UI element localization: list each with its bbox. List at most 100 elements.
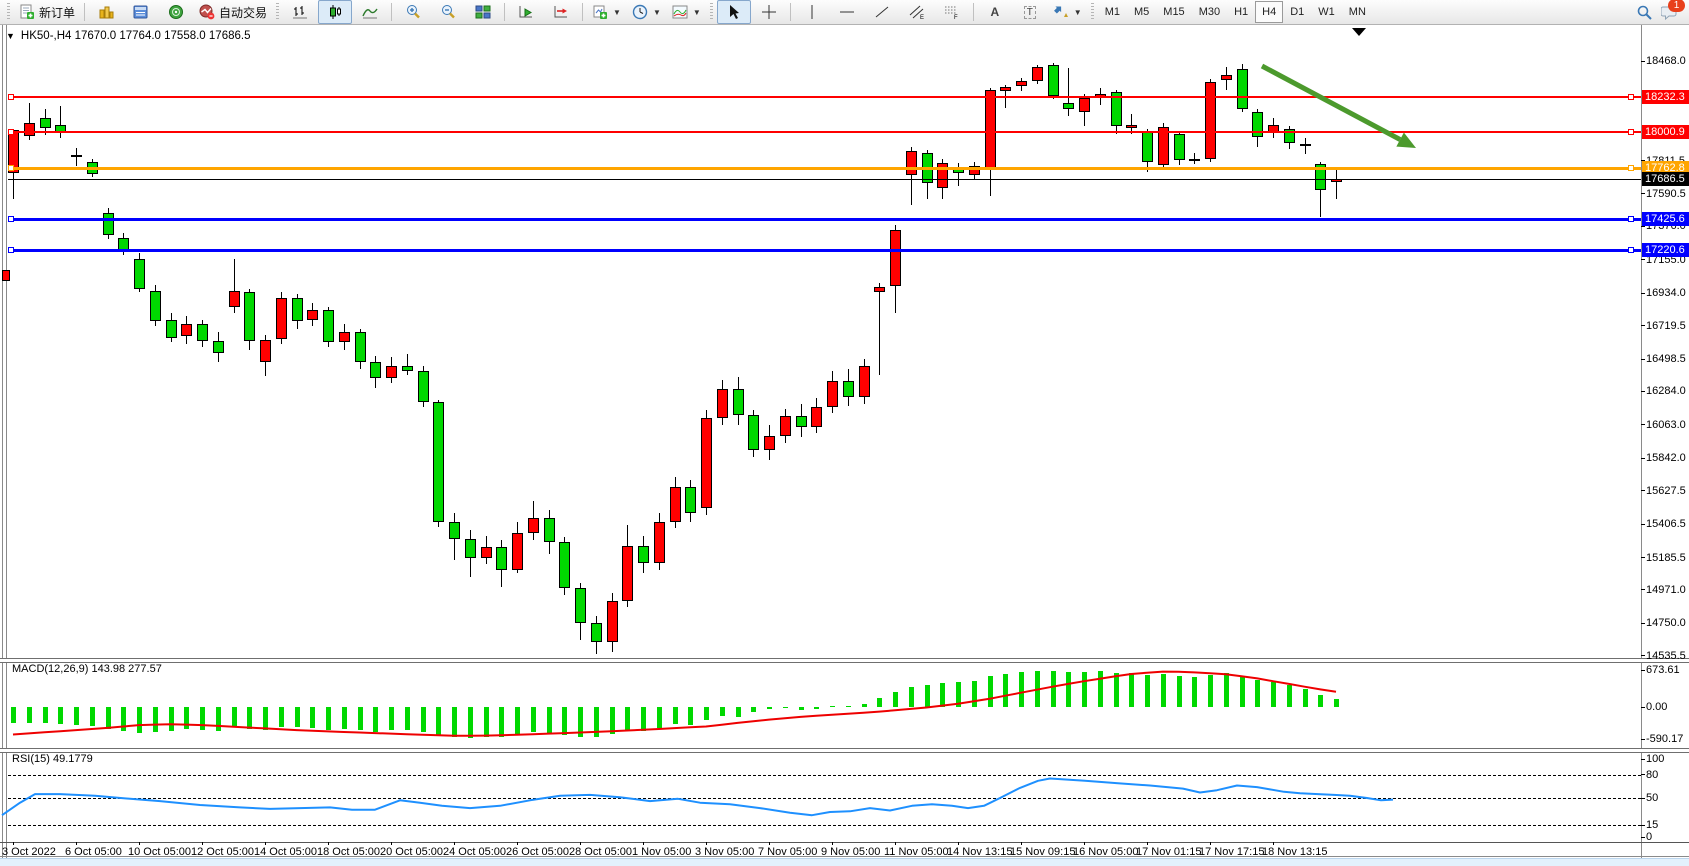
- new-chart-button[interactable]: ▼: [587, 0, 626, 24]
- timeframe-d1[interactable]: D1: [1290, 6, 1305, 18]
- candle-body: [417, 370, 429, 402]
- level-line[interactable]: [8, 167, 1641, 170]
- text-label-tool-button[interactable]: T: [1013, 0, 1047, 24]
- candle-body: [1142, 132, 1153, 162]
- timeframe-h1[interactable]: H1: [1234, 6, 1249, 18]
- price-tick-label: 15406.5: [1646, 518, 1686, 531]
- chart-shift-button[interactable]: [544, 0, 578, 24]
- clipped-candle: [2, 270, 10, 281]
- candle-body: [1079, 98, 1090, 112]
- trend-arrow-head[interactable]: [1396, 132, 1416, 148]
- level-line-anchor[interactable]: [1628, 94, 1634, 100]
- candle-body: [433, 401, 445, 523]
- price-tick: [1641, 325, 1645, 327]
- autotrading-button[interactable]: 自动交易: [194, 0, 272, 24]
- vertical-line-tool-button[interactable]: [795, 0, 829, 24]
- level-line-anchor[interactable]: [1628, 247, 1634, 253]
- clock-icon: [632, 4, 648, 20]
- time-tick: [454, 842, 455, 845]
- level-line-anchor[interactable]: [8, 216, 14, 222]
- candle-body: [244, 292, 256, 341]
- notifications-icon[interactable]: 1: [1661, 0, 1685, 21]
- time-tick: [1084, 842, 1085, 845]
- macd-histogram-bar: [1003, 674, 1009, 707]
- candle-body: [1031, 67, 1043, 82]
- rsi-pane-separator[interactable]: [0, 748, 1689, 753]
- macd-tick: [1641, 706, 1645, 708]
- timeframe-m5[interactable]: M5: [1134, 6, 1150, 18]
- time-tick-label: 28 Oct 05:00: [569, 846, 632, 858]
- candle-body: [370, 361, 382, 379]
- level-line-anchor[interactable]: [1628, 216, 1634, 222]
- time-tick-label: 24 Oct 05:00: [443, 846, 506, 858]
- auto-scroll-button[interactable]: [509, 0, 543, 24]
- tile-windows-button[interactable]: [466, 0, 500, 24]
- candle-body: [1157, 126, 1169, 166]
- navigator-button[interactable]: [159, 0, 193, 24]
- timeframe-m30[interactable]: M30: [1198, 6, 1221, 18]
- candle-body: [71, 155, 82, 158]
- time-tick: [139, 842, 140, 845]
- horizontal-line-tool-button[interactable]: [830, 0, 864, 24]
- level-line-anchor[interactable]: [8, 129, 14, 135]
- candle-body: [842, 381, 854, 397]
- zoom-out-button[interactable]: [431, 0, 465, 24]
- toolbar-grip[interactable]: [7, 3, 10, 21]
- price-tick-label: 14750.0: [1646, 617, 1686, 630]
- level-line-anchor[interactable]: [8, 94, 14, 100]
- macd-histogram-bar: [168, 707, 174, 731]
- macd-pane-separator[interactable]: [0, 658, 1689, 663]
- timeframe-m15[interactable]: M15: [1163, 6, 1185, 18]
- macd-histogram-bar: [767, 707, 772, 710]
- candle-body: [23, 122, 35, 136]
- time-tick-label: 17 Nov 01:15: [1136, 846, 1202, 858]
- dropdown-caret-icon: ▼: [652, 7, 661, 17]
- timeframe-w1[interactable]: W1: [1318, 6, 1335, 18]
- candle-body: [575, 587, 586, 623]
- timeframe-mn[interactable]: MN: [1348, 6, 1366, 18]
- time-tick-label: 18 Nov 13:15: [1262, 846, 1328, 858]
- time-tick-label: 6 Oct 05:00: [65, 846, 122, 858]
- level-line-anchor[interactable]: [1628, 129, 1634, 135]
- level-line[interactable]: [8, 218, 1641, 221]
- level-line-anchor[interactable]: [1628, 165, 1634, 171]
- arrows-tool-button[interactable]: ▼: [1048, 0, 1087, 24]
- cursor-tool-button[interactable]: [716, 0, 751, 24]
- candle-body: [937, 163, 949, 189]
- candlestick-chart-button[interactable]: [318, 0, 353, 24]
- toolbar-grip[interactable]: [276, 3, 280, 21]
- text-tool-button[interactable]: A: [978, 0, 1012, 24]
- bar-chart-button[interactable]: [283, 0, 317, 24]
- candle-body: [338, 331, 350, 343]
- level-line[interactable]: [8, 96, 1641, 98]
- time-tick-label: 12 Oct 05:00: [191, 846, 254, 858]
- zoom-in-button[interactable]: [396, 0, 430, 24]
- timeframe-h4[interactable]: H4: [1255, 1, 1284, 23]
- macd-histogram-bar: [1208, 674, 1213, 707]
- data-window-button[interactable]: [124, 0, 158, 24]
- level-line-anchor[interactable]: [8, 247, 14, 253]
- search-icon[interactable]: [1636, 4, 1653, 21]
- macd-histogram-bar: [562, 707, 568, 736]
- level-line[interactable]: [8, 131, 1641, 133]
- window-menu-icon[interactable]: ▼: [6, 31, 15, 41]
- level-line[interactable]: [8, 249, 1641, 252]
- trend-arrow-line[interactable]: [1260, 63, 1402, 142]
- indicators-button[interactable]: ▼: [667, 0, 706, 24]
- rsi-line: [1, 777, 1394, 817]
- timeframe-m1[interactable]: M1: [1104, 6, 1120, 18]
- toolbar-grip[interactable]: [709, 3, 713, 21]
- trendline-tool-button[interactable]: [865, 0, 899, 24]
- scroll-to-end-marker-icon[interactable]: [1352, 28, 1366, 36]
- level-line-anchor[interactable]: [8, 165, 14, 171]
- chart-periods-button[interactable]: ▼: [627, 0, 666, 24]
- channel-tool-button[interactable]: E: [900, 0, 934, 24]
- macd-histogram-bar: [1082, 671, 1087, 707]
- market-watch-button[interactable]: [89, 0, 123, 24]
- new-order-button[interactable]: 新订单: [14, 0, 80, 24]
- toolbar-grip[interactable]: [1090, 3, 1094, 21]
- fibonacci-tool-button[interactable]: F: [935, 0, 969, 24]
- line-chart-button[interactable]: [353, 0, 387, 24]
- crosshair-tool-button[interactable]: [752, 0, 786, 24]
